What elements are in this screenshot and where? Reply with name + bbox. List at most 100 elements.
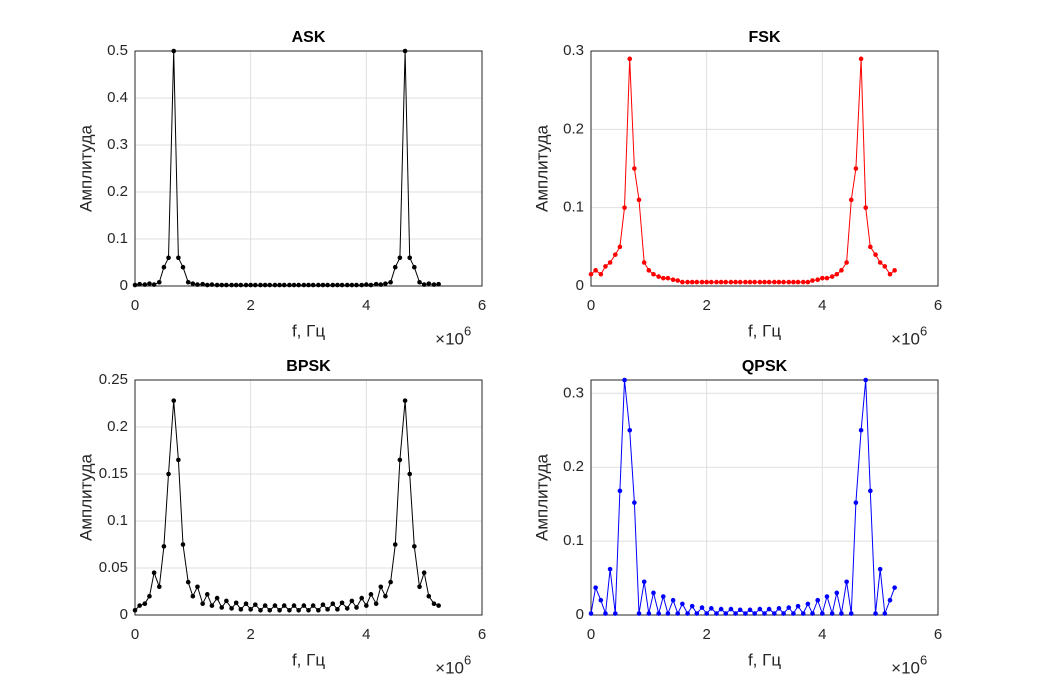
- data-point: [776, 606, 782, 611]
- data-point: [680, 279, 685, 285]
- data-point: [388, 279, 393, 285]
- data-point: [151, 282, 157, 287]
- chart-title: BPSK: [286, 358, 331, 375]
- y-tick-label: 0: [576, 606, 584, 623]
- data-point: [766, 606, 772, 612]
- data-point: [622, 377, 627, 383]
- x-axis-label: f, Гц: [748, 321, 781, 340]
- plot-area: [135, 51, 482, 286]
- data-point: [151, 570, 157, 575]
- data-point: [306, 282, 311, 288]
- data-point: [791, 279, 796, 285]
- x-tick-label: 4: [362, 297, 370, 314]
- data-point: [310, 603, 316, 608]
- y-tick-label: 0.2: [563, 458, 584, 475]
- data-point: [421, 570, 427, 575]
- data-point: [641, 260, 647, 265]
- data-point: [853, 500, 859, 505]
- data-point: [627, 56, 633, 62]
- data-point: [747, 279, 753, 285]
- plot-area: [135, 380, 482, 615]
- y-tick-label: 0.25: [99, 371, 128, 388]
- x-tick-label: 2: [702, 626, 710, 643]
- data-point: [704, 279, 709, 285]
- data-point: [747, 607, 753, 613]
- data-point: [723, 611, 729, 616]
- data-point: [699, 279, 705, 285]
- data-point: [436, 603, 441, 608]
- data-point: [694, 279, 700, 285]
- data-point: [349, 598, 355, 604]
- data-point: [277, 282, 282, 288]
- data-point: [325, 282, 330, 288]
- data-point: [320, 282, 326, 288]
- data-point: [824, 594, 830, 599]
- data-point: [233, 282, 239, 288]
- x-axis-label: f, Гц: [748, 650, 781, 669]
- data-point: [598, 271, 604, 277]
- data-point: [195, 584, 200, 590]
- data-point: [248, 607, 253, 612]
- data-point: [281, 282, 287, 288]
- data-point: [868, 244, 873, 250]
- data-point: [844, 260, 849, 265]
- data-point: [858, 427, 864, 433]
- data-point: [339, 600, 345, 606]
- y-tick-label: 0.2: [563, 120, 584, 137]
- data-point: [656, 274, 661, 279]
- data-point: [281, 603, 287, 608]
- data-point: [708, 606, 714, 611]
- data-point: [728, 279, 734, 285]
- data-point: [364, 282, 369, 287]
- data-point: [733, 279, 738, 285]
- data-line: [590, 379, 896, 616]
- data-point: [588, 271, 594, 277]
- chart-title: FSK: [749, 29, 781, 46]
- data-point: [704, 611, 709, 616]
- data-point: [426, 281, 432, 286]
- data-point: [359, 282, 365, 288]
- data-point: [349, 282, 355, 288]
- data-point: [344, 282, 350, 288]
- data-point: [368, 592, 374, 597]
- data-point: [161, 544, 167, 549]
- data-point: [656, 611, 661, 616]
- data-point: [243, 601, 249, 607]
- data-point: [877, 566, 883, 572]
- data-point: [752, 611, 757, 616]
- data-point: [258, 608, 263, 613]
- data-point: [417, 584, 422, 590]
- data-line: [134, 50, 439, 286]
- data-point: [287, 282, 292, 288]
- data-point: [839, 268, 844, 273]
- data-point: [330, 601, 336, 607]
- data-point: [762, 279, 767, 285]
- data-point: [762, 611, 767, 616]
- data-point: [156, 279, 162, 285]
- x-exponent: 6: [464, 652, 471, 667]
- data-point: [795, 603, 801, 609]
- data-point: [252, 602, 258, 607]
- data-point: [431, 282, 437, 287]
- data-point: [238, 607, 244, 612]
- data-point: [378, 282, 384, 287]
- data-point: [694, 611, 700, 616]
- x-tick-label: 4: [362, 626, 370, 643]
- data-point: [757, 606, 763, 612]
- data-point: [147, 593, 152, 599]
- x-tick-label: 6: [478, 626, 486, 643]
- data-point: [402, 398, 408, 403]
- data-point: [757, 279, 763, 285]
- data-point: [781, 611, 786, 616]
- y-tick-label: 0.1: [563, 199, 584, 216]
- x-tick-label: 6: [934, 626, 942, 643]
- data-point: [636, 611, 642, 616]
- data-point: [137, 603, 142, 608]
- data-point: [805, 601, 811, 607]
- data-point: [383, 593, 388, 599]
- x-tick-label: 0: [587, 297, 595, 314]
- data-point: [407, 471, 413, 477]
- data-point: [204, 592, 210, 597]
